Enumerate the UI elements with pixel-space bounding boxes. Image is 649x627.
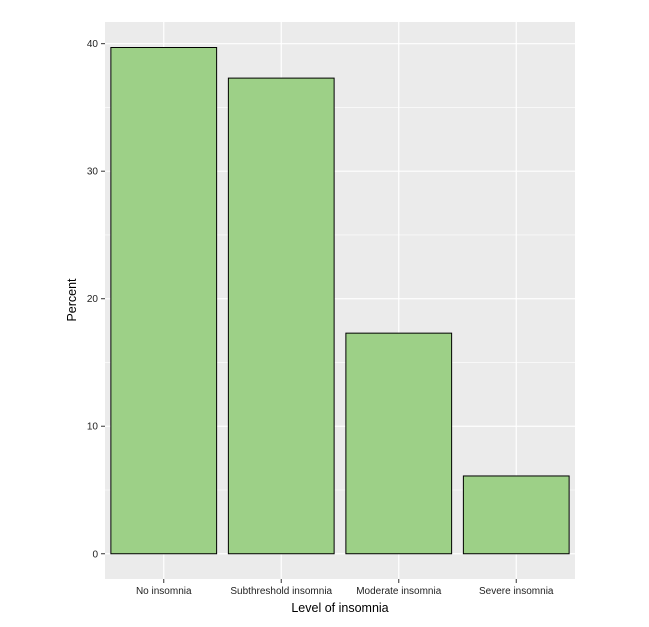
x-axis: No insomnia Subthreshold insomnia Moderate…: [136, 579, 554, 597]
x-tick-label: Severe insomnia: [479, 586, 554, 597]
y-axis: 0 10 20 30 40: [87, 39, 105, 560]
x-axis-title: Level of insomnia: [291, 601, 388, 615]
y-axis-title: Percent: [65, 278, 79, 322]
bar-moderate-insomnia: [345, 332, 453, 555]
x-tick-label: Moderate insomnia: [356, 586, 441, 597]
bars-group: [110, 47, 570, 555]
x-tick-label: No insomnia: [136, 586, 192, 597]
x-tick-label: Subthreshold insomnia: [230, 586, 332, 597]
y-tick-label: 40: [87, 39, 99, 50]
y-tick-label: 10: [87, 422, 99, 433]
bar-no-insomnia: [110, 47, 218, 555]
y-tick-label: 0: [92, 549, 98, 560]
y-tick-label: 20: [87, 294, 99, 305]
bar-severe-insomnia: [462, 475, 570, 555]
bar-subthreshold-insomnia: [227, 77, 335, 555]
y-tick-label: 30: [87, 167, 99, 178]
